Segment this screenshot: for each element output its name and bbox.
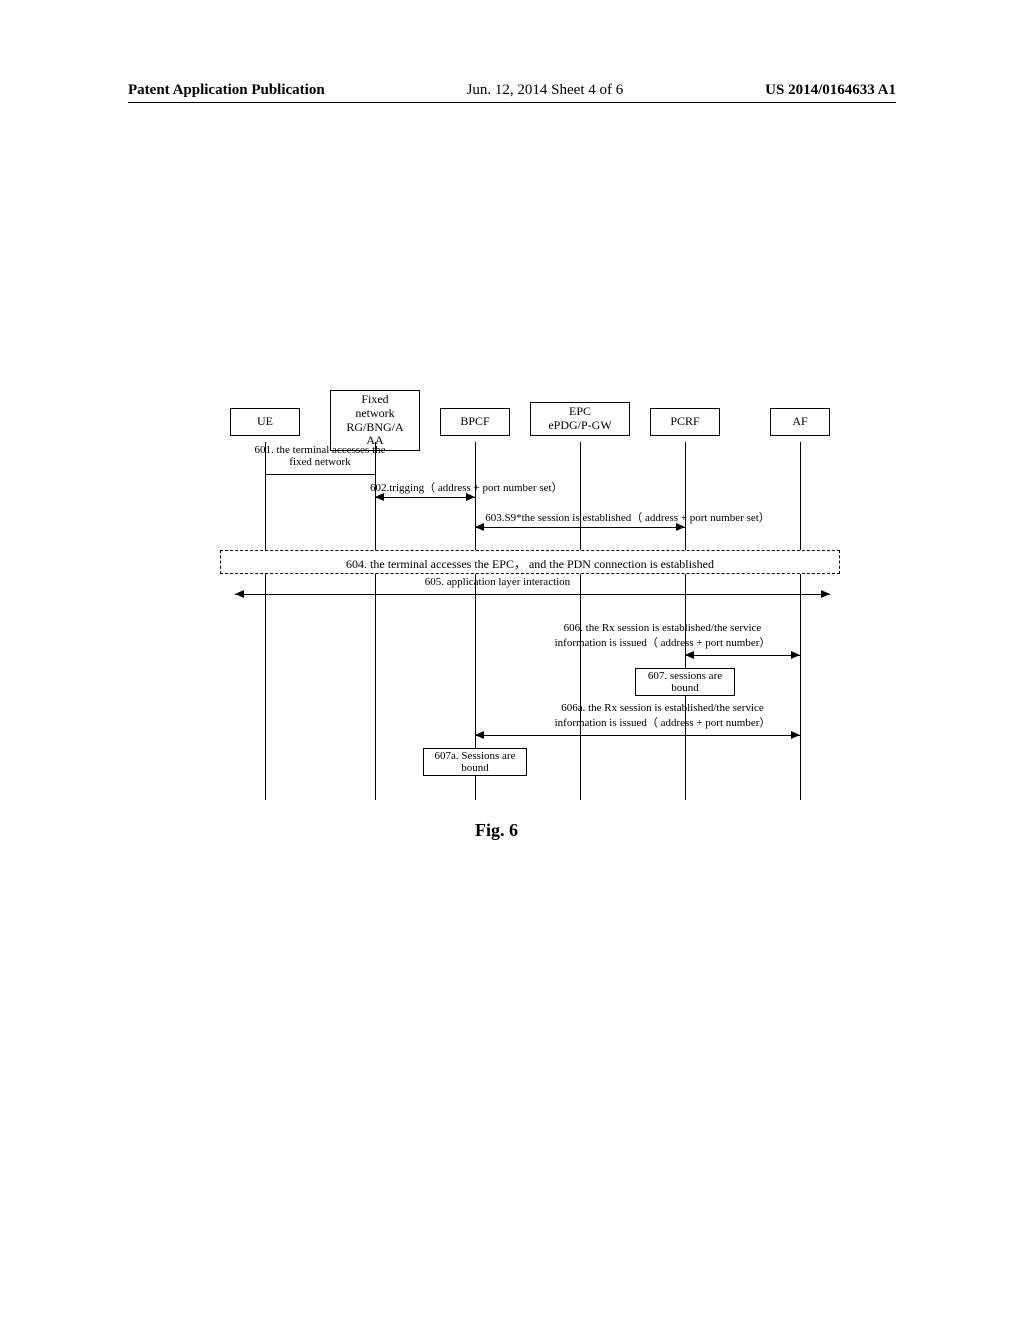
figure-label: Fig. 6 xyxy=(475,820,518,841)
note-607: 607. sessions arebound xyxy=(635,668,735,696)
node-af: AF xyxy=(770,408,830,436)
msg-606: 606. the Rx session is established/the s… xyxy=(500,622,825,650)
msg-606a: 606a. the Rx session is established/the … xyxy=(500,702,825,730)
header-left: Patent Application Publication xyxy=(128,82,325,99)
node-ue: UE xyxy=(230,408,300,436)
lifeline-ue xyxy=(265,442,266,800)
header-mid: Jun. 12, 2014 Sheet 4 of 6 xyxy=(467,82,624,99)
page-header: Patent Application Publication Jun. 12, … xyxy=(128,82,896,103)
sequence-diagram: UEFixednetworkRG/BNG/AAABPCFEPCePDG/P-GW… xyxy=(230,390,870,810)
msg-601: 601. the terminal accesses thefixed netw… xyxy=(245,444,395,468)
msg-603: 603.S9*the session is established（ addre… xyxy=(445,509,810,525)
node-epc: EPCePDG/P-GW xyxy=(530,402,630,436)
box-604: 604. the terminal accesses the EPC， and … xyxy=(220,550,840,574)
node-bpcf: BPCF xyxy=(440,408,510,436)
header-right: US 2014/0164633 A1 xyxy=(765,82,896,99)
node-pcrf: PCRF xyxy=(650,408,720,436)
msg-602: 602.trigging（ address + port number set） xyxy=(370,479,625,495)
msg-605: 605. application layer interaction xyxy=(375,576,620,588)
lifeline-af xyxy=(800,442,801,800)
lifeline-pcrf xyxy=(685,442,686,800)
note-607a: 607a. Sessions arebound xyxy=(423,748,527,776)
lifeline-bpcf xyxy=(475,442,476,800)
lifeline-epc xyxy=(580,442,581,800)
